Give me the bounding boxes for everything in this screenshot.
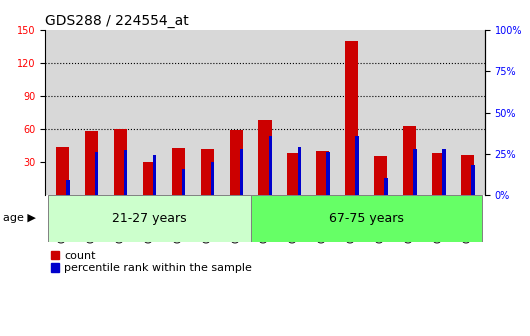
Text: age ▶: age ▶: [3, 213, 36, 223]
Text: 21-27 years: 21-27 years: [112, 212, 187, 225]
Bar: [432, 153, 445, 195]
Bar: [269, 136, 272, 195]
Bar: [124, 151, 127, 195]
Text: 67-75 years: 67-75 years: [329, 212, 404, 225]
Bar: [229, 130, 243, 195]
Bar: [153, 155, 156, 195]
Bar: [384, 178, 388, 195]
Bar: [201, 149, 214, 195]
Bar: [143, 162, 156, 195]
Bar: [326, 152, 330, 195]
Bar: [56, 146, 69, 195]
Legend: count, percentile rank within the sample: count, percentile rank within the sample: [50, 251, 252, 273]
Bar: [374, 157, 387, 195]
Bar: [66, 180, 69, 195]
Bar: [287, 153, 301, 195]
Bar: [297, 147, 301, 195]
Bar: [316, 151, 329, 195]
Bar: [442, 149, 446, 195]
Bar: [114, 129, 127, 195]
Bar: [211, 162, 214, 195]
Bar: [48, 195, 251, 242]
Bar: [413, 149, 417, 195]
Bar: [182, 169, 186, 195]
Text: GDS288 / 224554_at: GDS288 / 224554_at: [45, 14, 189, 28]
Bar: [172, 148, 184, 195]
Bar: [85, 131, 98, 195]
Bar: [95, 152, 99, 195]
Bar: [471, 165, 475, 195]
Bar: [356, 136, 359, 195]
Bar: [346, 41, 358, 195]
Bar: [251, 195, 482, 242]
Bar: [259, 120, 271, 195]
Bar: [461, 155, 474, 195]
Bar: [403, 126, 416, 195]
Bar: [240, 149, 243, 195]
